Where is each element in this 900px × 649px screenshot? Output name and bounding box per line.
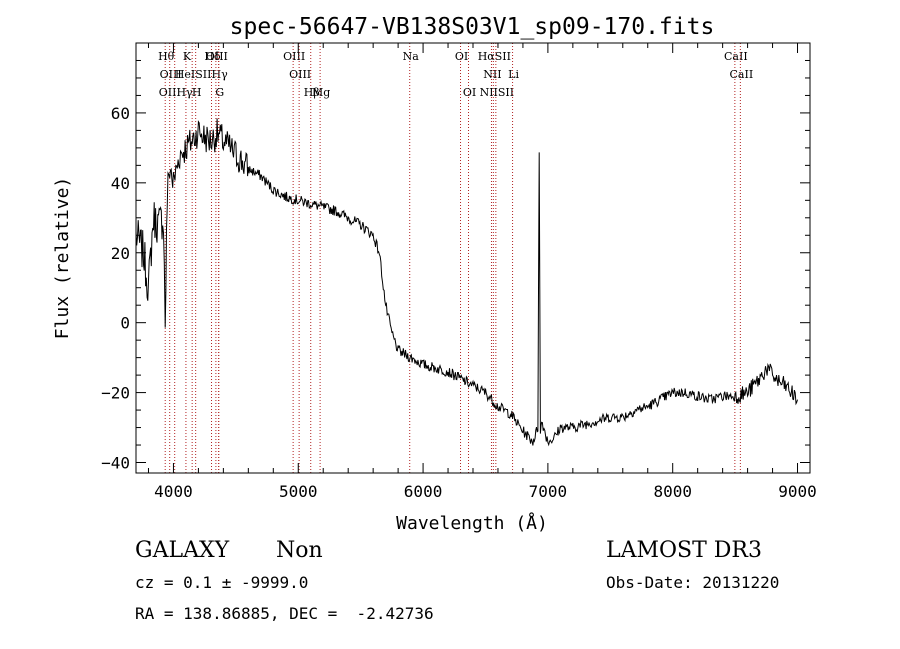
x-tick-label: 5000 (279, 482, 318, 501)
line-label: Mg (312, 86, 330, 99)
line-label: Hδ (204, 50, 221, 63)
y-tick-label: 20 (111, 244, 130, 263)
line-label: CaII (730, 68, 754, 81)
spectrum-chart: spec-56647-VB138S03V1_sp09-170.fits Hθ OI… (52, 14, 817, 534)
line-label: OIII (206, 50, 228, 63)
line-label: Na (403, 50, 420, 63)
line-label: HeISII (175, 68, 212, 81)
coordinates-readout: RA = 138.86885, DEC = -2.42736 (135, 604, 434, 623)
axes: 4000 5000 6000 7000 8000 9000 −40 −20 0 20 40 60 (101, 43, 817, 501)
y-tick-label: −40 (101, 454, 130, 473)
x-axis-label: Wavelength (Å) (396, 512, 548, 534)
line-label: OIII (283, 50, 305, 63)
line-label: NII (483, 68, 501, 81)
y-tick-label: 40 (111, 174, 130, 193)
line-label: NIISII (480, 86, 515, 99)
spectrum-series (135, 118, 798, 447)
line-label: Hγ (212, 68, 229, 81)
line-label: Hθ (158, 50, 175, 63)
line-label: H (192, 86, 202, 99)
line-label: CaII (724, 50, 748, 63)
x-tick-label: 6000 (404, 482, 443, 501)
classification-label: GALAXY (135, 538, 230, 563)
obs-date-readout: Obs-Date: 20131220 (606, 573, 780, 592)
y-tick-label: 0 (120, 314, 130, 333)
line-label: OI (463, 86, 476, 99)
x-tick-label: 7000 (529, 482, 568, 501)
spectrum-line (135, 118, 798, 447)
emission-absorption-lines: HθOIIIOIIHγKHeISIIHHδOIIIHγGOIIIOIIIHβMg… (158, 43, 753, 473)
line-label: K (183, 50, 192, 63)
plot-frame (135, 42, 811, 474)
y-tick-label: −20 (101, 384, 130, 403)
x-tick-label: 4000 (154, 482, 193, 501)
line-label: OIII (160, 68, 182, 81)
subclass-label: Non (276, 538, 323, 563)
line-label: Li (508, 68, 519, 81)
line-label: OIIHγ (159, 86, 193, 99)
chart-title: spec-56647-VB138S03V1_sp09-170.fits (230, 14, 715, 40)
x-tick-label: 8000 (653, 482, 692, 501)
line-label: HαSII (478, 50, 511, 63)
x-tick-label: 9000 (778, 482, 817, 501)
line-label: OIII (289, 68, 311, 81)
line-label: G (215, 86, 224, 99)
y-axis-label: Flux (relative) (52, 177, 73, 340)
line-label: Hβ (304, 86, 320, 99)
line-label: OI (455, 50, 468, 63)
redshift-readout: cz = 0.1 ± -9999.0 (135, 573, 309, 592)
y-tick-label: 60 (111, 104, 130, 123)
survey-label: LAMOST DR3 (606, 538, 762, 563)
